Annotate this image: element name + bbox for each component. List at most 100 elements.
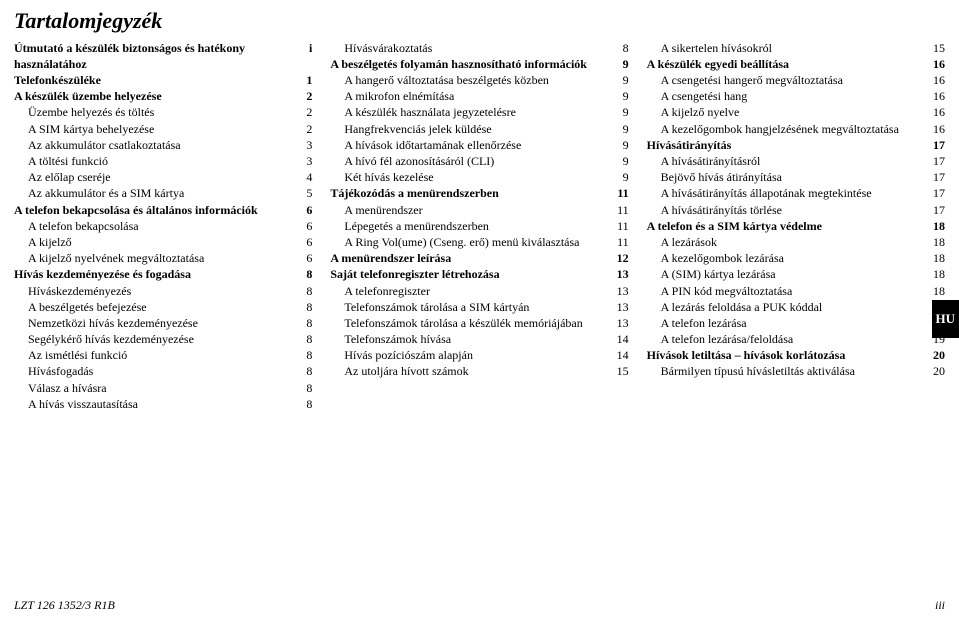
toc-label: A kezelőgombok hangjelzésének megváltozt… (647, 121, 925, 137)
toc-entry: Hívásvárakoztatás8 (330, 40, 628, 56)
toc-entry: A lezárás feloldása a PUK kóddal18 (647, 299, 945, 315)
toc-entry: A kijelző nyelve16 (647, 104, 945, 120)
page-footer: LZT 126 1352/3 R1B iii (14, 597, 945, 613)
toc-page-number: 18 (925, 250, 945, 266)
toc-page-number: 6 (298, 218, 312, 234)
toc-page-number: 11 (609, 185, 628, 201)
toc-label: Az előlap cseréje (14, 169, 298, 185)
toc-entry: Hangfrekvenciás jelek küldése9 (330, 121, 628, 137)
toc-entry: Bármilyen típusú hívásletiltás aktiválás… (647, 363, 945, 379)
toc-label: Az utoljára hívott számok (330, 363, 608, 379)
toc-columns: Útmutató a készülék biztonságos és haték… (14, 40, 945, 412)
toc-label: Válasz a hívásra (14, 380, 298, 396)
toc-page-number: 9 (615, 153, 629, 169)
toc-page-number: 8 (298, 299, 312, 315)
toc-label: A lezárások (647, 234, 925, 250)
toc-entry: A telefon bekapcsolása6 (14, 218, 312, 234)
toc-col-3: A sikertelen hívásokról15A készülék egye… (647, 40, 945, 412)
toc-label: Tájékozódás a menürendszerben (330, 185, 609, 201)
toc-page-number: 18 (925, 266, 945, 282)
toc-entry: Az akkumulátor csatlakoztatása3 (14, 137, 312, 153)
toc-label: A telefon és a SIM kártya védelme (647, 218, 925, 234)
toc-page-number: 6 (298, 202, 312, 218)
toc-entry: A telefon lezárása/feloldása19 (647, 331, 945, 347)
toc-label: Bejövő hívás átirányítása (647, 169, 925, 185)
toc-page-number: 9 (615, 137, 629, 153)
toc-label: A kijelző nyelve (647, 104, 925, 120)
toc-label: A Ring Vol(ume) (Cseng. erő) menü kivála… (330, 234, 609, 250)
toc-entry: A PIN kód megváltoztatása18 (647, 283, 945, 299)
toc-entry: Az ismétlési funkció8 (14, 347, 312, 363)
toc-page-number: 13 (609, 315, 629, 331)
toc-page-number: 18 (925, 234, 945, 250)
toc-page-number: 11 (609, 218, 629, 234)
toc-page-number: 11 (609, 202, 629, 218)
toc-page-number: 3 (298, 153, 312, 169)
toc-entry: Válasz a hívásra8 (14, 380, 312, 396)
toc-entry: Segélykérő hívás kezdeményezése8 (14, 331, 312, 347)
toc-page-number: 20 (925, 363, 945, 379)
footer-left: LZT 126 1352/3 R1B (14, 597, 115, 613)
toc-label: Nemzetközi hívás kezdeményezése (14, 315, 298, 331)
language-tab: HU (932, 300, 959, 338)
toc-label: A sikertelen hívásokról (647, 40, 925, 56)
toc-label: Hívásfogadás (14, 363, 298, 379)
toc-page-number: 4 (298, 169, 312, 185)
toc-label: A hívó fél azonosításáról (CLI) (330, 153, 614, 169)
toc-entry: A hangerő változtatása beszélgetés közbe… (330, 72, 628, 88)
toc-entry: Telefonszámok tárolása a készülék memóri… (330, 315, 628, 331)
toc-entry: Híváskezdeményezés8 (14, 283, 312, 299)
toc-label: A telefonregiszter (330, 283, 608, 299)
toc-entry: Hívás pozíciószám alapján14 (330, 347, 628, 363)
toc-label: Hívásátirányítás (647, 137, 925, 153)
toc-label: A PIN kód megváltoztatása (647, 283, 925, 299)
toc-entry: A hívásátirányításról17 (647, 153, 945, 169)
toc-page-number: 9 (615, 88, 629, 104)
toc-page-number: 2 (298, 88, 312, 104)
toc-entry: A hívásátirányítás törlése17 (647, 202, 945, 218)
toc-page-number: 17 (925, 185, 945, 201)
toc-page-number: 20 (925, 347, 945, 363)
toc-label: A (SIM) kártya lezárása (647, 266, 925, 282)
toc-label: Híváskezdeményezés (14, 283, 298, 299)
toc-label: A készülék üzembe helyezése (14, 88, 298, 104)
toc-page-number: 15 (609, 363, 629, 379)
toc-page-number: 17 (925, 137, 945, 153)
toc-page-number: 8 (298, 396, 312, 412)
toc-label: Telefonszámok tárolása a SIM kártyán (330, 299, 608, 315)
toc-label: A csengetési hang (647, 88, 925, 104)
toc-label: A menürendszer leírása (330, 250, 608, 266)
toc-page-number: 12 (609, 250, 629, 266)
toc-page-number: i (301, 40, 312, 56)
toc-entry: Hívásfogadás8 (14, 363, 312, 379)
toc-label: Hívások letiltása – hívások korlátozása (647, 347, 925, 363)
toc-entry: A menürendszer leírása12 (330, 250, 628, 266)
toc-entry: A telefon bekapcsolása és általános info… (14, 202, 312, 218)
toc-entry: A mikrofon elnémítása9 (330, 88, 628, 104)
toc-label: Az akkumulátor csatlakoztatása (14, 137, 298, 153)
toc-page-number: 8 (298, 380, 312, 396)
toc-label: A töltési funkció (14, 153, 298, 169)
toc-label: Segélykérő hívás kezdeményezése (14, 331, 298, 347)
toc-label: Útmutató a készülék biztonságos és haték… (14, 40, 301, 72)
toc-page-number: 6 (298, 234, 312, 250)
toc-label: A telefon bekapcsolása és általános info… (14, 202, 298, 218)
toc-page-number: 2 (298, 104, 312, 120)
toc-entry: Lépegetés a menürendszerben11 (330, 218, 628, 234)
toc-entry: A készülék használata jegyzetelésre9 (330, 104, 628, 120)
toc-label: A hívásátirányításról (647, 153, 925, 169)
toc-label: A hívás visszautasítása (14, 396, 298, 412)
toc-entry: Az előlap cseréje4 (14, 169, 312, 185)
toc-entry: A hívás visszautasítása8 (14, 396, 312, 412)
toc-entry: A csengetési hangerő megváltoztatása16 (647, 72, 945, 88)
toc-entry: A készülék egyedi beállítása16 (647, 56, 945, 72)
toc-page-number: 5 (298, 185, 312, 201)
toc-entry: A készülék üzembe helyezése2 (14, 88, 312, 104)
toc-label: A telefon bekapcsolása (14, 218, 298, 234)
toc-page-number: 14 (609, 347, 629, 363)
toc-page-number: 8 (298, 347, 312, 363)
toc-entry: Telefonszámok hívása14 (330, 331, 628, 347)
toc-entry: A beszélgetés folyamán hasznosítható inf… (330, 56, 628, 72)
toc-entry: Bejövő hívás átirányítása17 (647, 169, 945, 185)
toc-entry: A hívások időtartamának ellenőrzése9 (330, 137, 628, 153)
